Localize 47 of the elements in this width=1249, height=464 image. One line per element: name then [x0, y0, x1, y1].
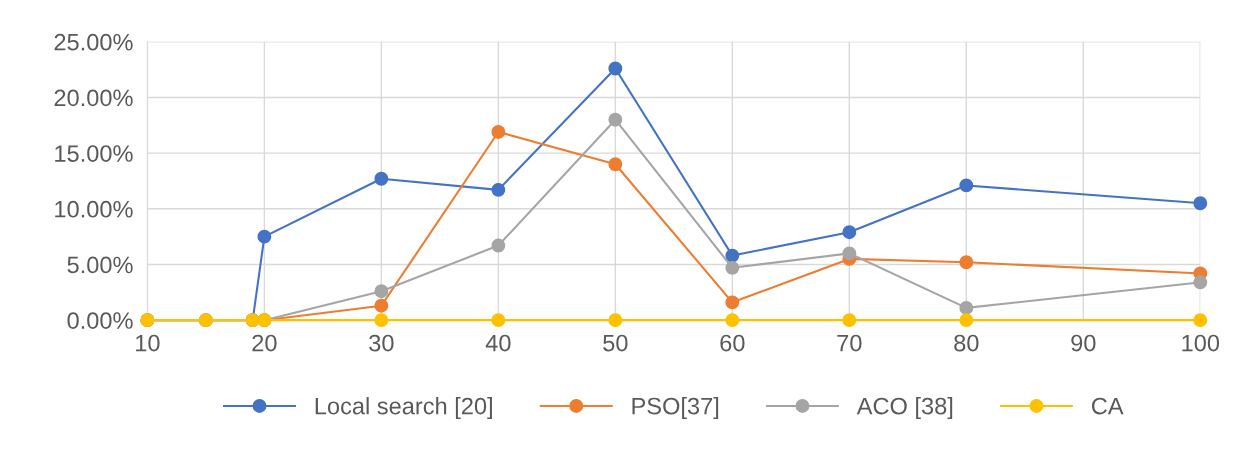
point [1193, 196, 1208, 211]
point [725, 295, 740, 310]
point [374, 298, 389, 313]
point [608, 112, 623, 127]
x-tick-label: 60 [720, 334, 745, 352]
x-tick-label: 40 [485, 334, 511, 352]
point [842, 225, 857, 240]
point [491, 238, 506, 253]
point [257, 229, 272, 244]
x-tick-label: 100 [1182, 334, 1220, 352]
x-tick-label: 50 [603, 334, 628, 352]
point [608, 313, 623, 328]
y-tick-label: 20.00% [54, 89, 133, 107]
point [374, 313, 389, 328]
y-tick-label: 10.00% [55, 200, 133, 218]
legend-label: CA [1091, 397, 1124, 415]
legend-label: Local search [20] [315, 397, 492, 420]
x-tick-label: 70 [837, 334, 862, 352]
point [491, 125, 506, 139]
point [491, 313, 506, 328]
point [959, 300, 974, 315]
point [374, 284, 389, 299]
point [959, 178, 974, 193]
point [725, 260, 740, 275]
point [725, 248, 740, 263]
point [842, 246, 857, 261]
point [959, 255, 974, 270]
point [608, 157, 623, 172]
point [842, 313, 857, 328]
x-tick-label: 90 [1071, 334, 1096, 352]
x-tick-label: 30 [369, 334, 394, 352]
y-tick-label: 15.00% [55, 145, 133, 162]
y-tick-label: 0.00% [67, 312, 133, 329]
point [959, 313, 974, 328]
point [1193, 313, 1208, 328]
x-tick-label: 80 [954, 334, 979, 352]
point [1193, 275, 1208, 290]
point [374, 171, 389, 186]
legend-label: ACO [38] [856, 397, 953, 420]
legend-label: PSO[37] [632, 397, 719, 420]
x-tick-label: 20 [252, 334, 277, 352]
point [491, 182, 506, 197]
y-tick-label: 25.00% [54, 33, 133, 51]
x-tick-label: 10 [136, 334, 160, 352]
point [725, 313, 740, 328]
y-tick-label: 5.00% [67, 256, 133, 274]
point [608, 61, 623, 76]
